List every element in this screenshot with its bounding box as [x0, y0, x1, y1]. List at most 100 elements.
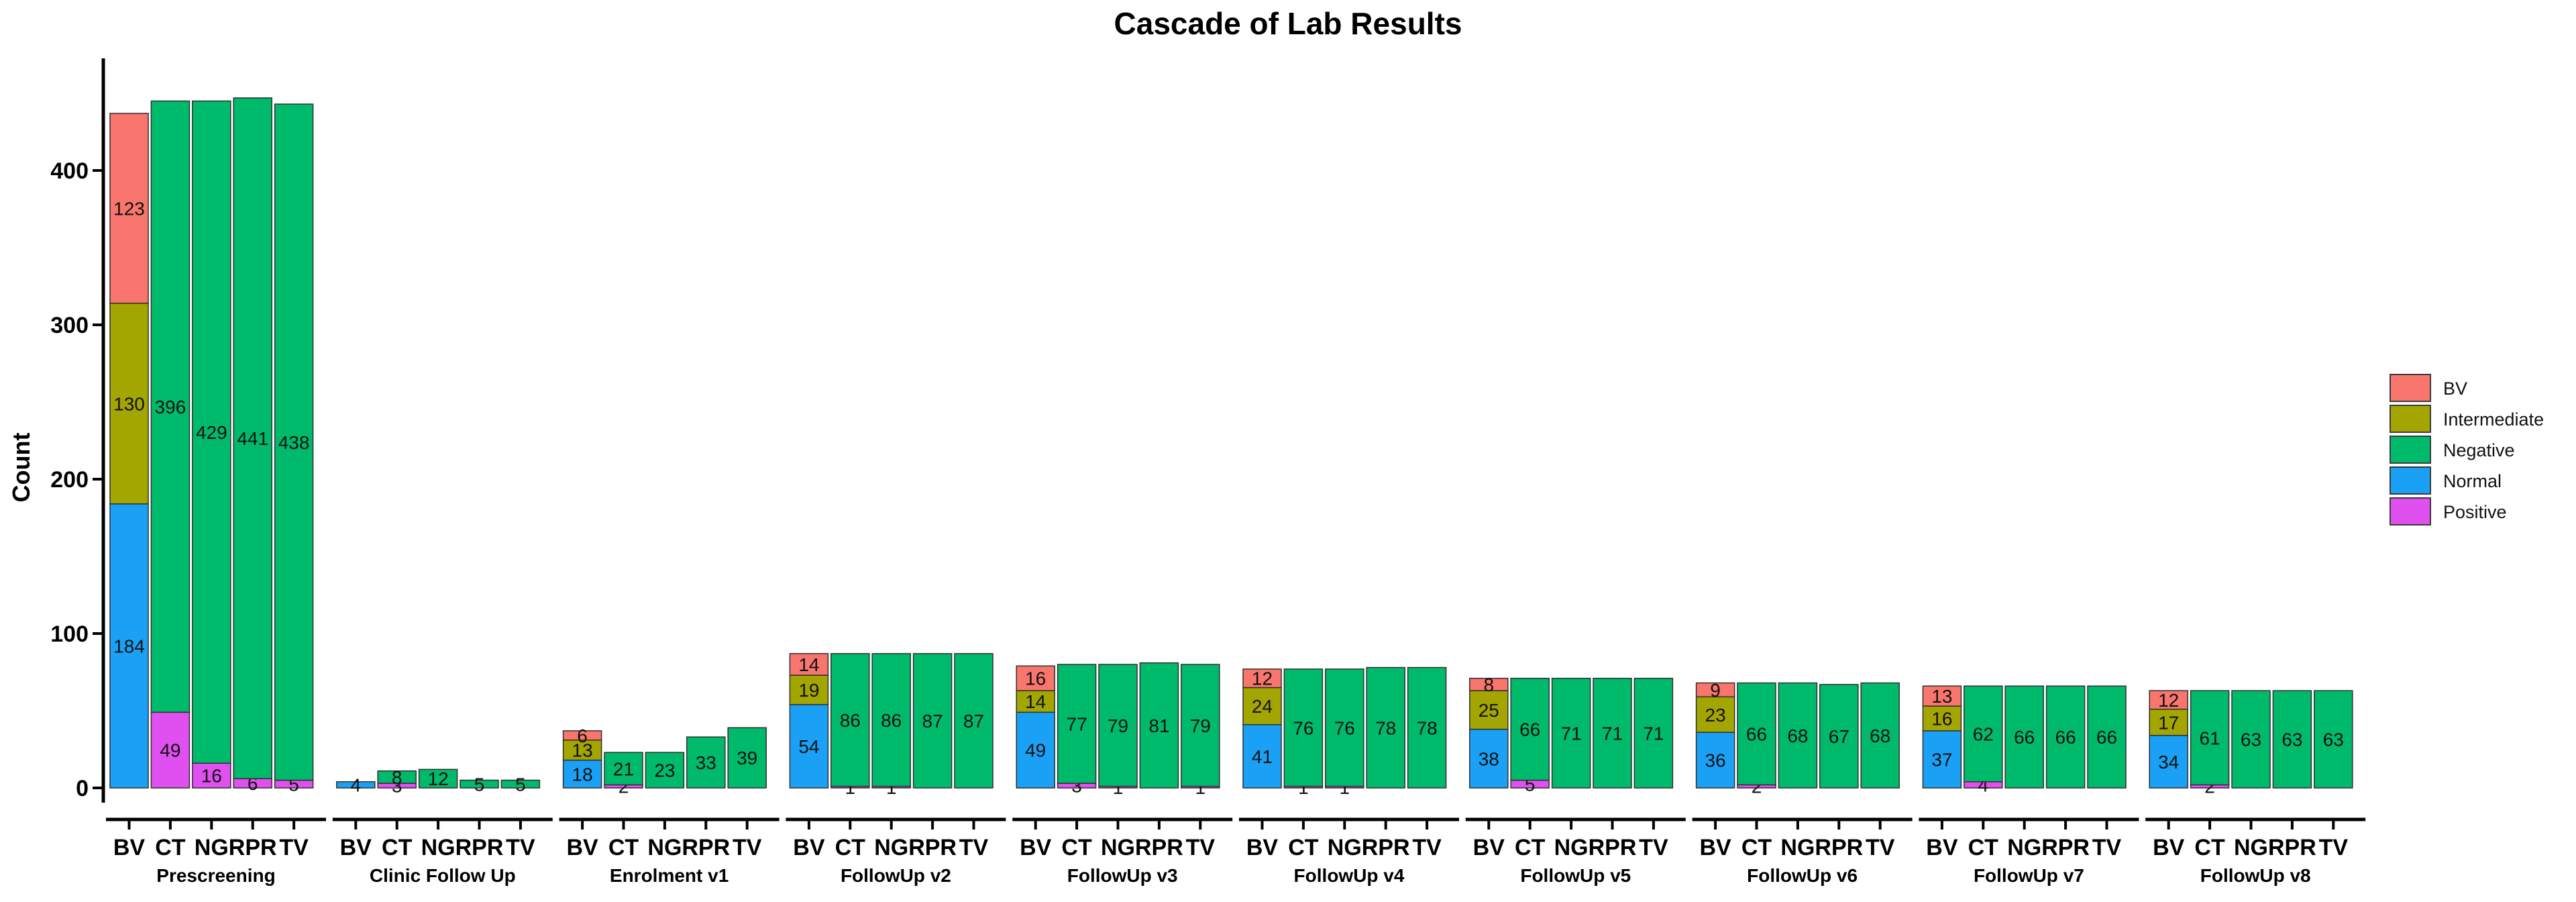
bar-segment-enrolment-v1-bv-bv: [562, 730, 602, 741]
bar-segment-followup-v5-bv-bv: [1469, 677, 1509, 691]
data-label: 21: [613, 758, 634, 779]
data-label: 33: [696, 752, 716, 773]
legend-swatch-positive: [2390, 497, 2431, 525]
legend-swatch-normal: [2390, 466, 2431, 495]
bar-segment-followup-v5-ng-negative: [1551, 677, 1591, 789]
data-label: 68: [1870, 725, 1890, 746]
x-tick-label: CT: [1741, 835, 1772, 860]
bar-segment-enrolment-v1-tv-negative: [727, 727, 767, 789]
data-label: 438: [278, 432, 310, 453]
x-tick-label: BV: [113, 835, 146, 860]
data-label: 62: [1973, 724, 1994, 745]
data-label: 66: [2096, 727, 2117, 748]
data-label: 12: [428, 768, 449, 789]
data-label: 5: [515, 774, 526, 795]
bar-segment-followup-v5-bv-intermediate: [1469, 690, 1509, 730]
bar-segment-followup-v3-bv-intermediate: [1016, 690, 1055, 713]
data-label: 36: [1705, 750, 1726, 771]
data-label: 23: [1705, 705, 1726, 725]
data-label: 66: [1519, 719, 1540, 740]
x-tick-label: RPR: [229, 835, 277, 860]
x-tick-label: CT: [1968, 835, 1999, 860]
x-tick-label: RPR: [455, 835, 504, 860]
bar-segment-clinic-follow-up-rpr-negative: [460, 779, 499, 789]
group-label: Prescreening: [156, 865, 275, 886]
bar-segment-clinic-follow-up-ct-negative: [377, 770, 417, 784]
data-label: 61: [2200, 728, 2220, 748]
bar-segment-followup-v7-ng-negative: [2004, 685, 2044, 789]
x-tick-label: RPR: [1135, 835, 1183, 860]
bar-segment-followup-v8-ct-negative: [2190, 690, 2230, 786]
bar-segment-followup-v6-bv-normal: [1695, 732, 1735, 789]
bar-segment-followup-v2-bv-intermediate: [789, 674, 829, 705]
data-label: 18: [572, 764, 593, 785]
bar-segment-followup-v4-bv-normal: [1242, 723, 1282, 789]
x-tick-label: CT: [2194, 835, 2225, 860]
bar-segment-followup-v6-ct-negative: [1737, 682, 1776, 786]
bar-segment-followup-v2-ng-negative: [871, 653, 911, 787]
y-tick-label: 100: [50, 621, 89, 647]
bar-segment-followup-v2-bv-normal: [789, 704, 829, 789]
bar-segment-prescreening-bv-intermediate: [109, 303, 149, 505]
bar-segment-followup-v7-bv-bv: [1922, 685, 1962, 707]
group-label: FollowUp v2: [841, 865, 951, 886]
data-label: 429: [196, 422, 227, 443]
data-label: 24: [1252, 696, 1273, 717]
data-label: 78: [1375, 717, 1396, 738]
bar-segment-followup-v8-rpr-negative: [2272, 690, 2312, 789]
data-label: 79: [1108, 715, 1128, 736]
data-label: 16: [201, 766, 222, 787]
chart-title: Cascade of Lab Results: [1114, 6, 1462, 41]
x-tick-label: BV: [1926, 835, 1958, 860]
x-tick-label: NG: [1554, 835, 1589, 860]
data-label: 130: [113, 393, 145, 414]
x-tick-label: CT: [155, 835, 186, 860]
bar-segment-enrolment-v1-ng-negative: [645, 752, 685, 789]
legend-label-negative: Negative: [2443, 440, 2515, 460]
data-label: 8: [1484, 674, 1495, 695]
bar-segment-followup-v4-tv-negative: [1407, 666, 1447, 789]
x-tick-label: TV: [506, 835, 535, 860]
x-tick-label: TV: [2319, 835, 2349, 860]
y-axis-title: Count: [7, 433, 35, 503]
data-label: 441: [237, 428, 268, 449]
data-label: 184: [113, 636, 145, 656]
data-label: 78: [1417, 717, 1438, 738]
legend-label-normal: Normal: [2443, 471, 2502, 491]
bar-segment-enrolment-v1-bv-normal: [562, 759, 602, 789]
x-tick-label: NG: [1101, 835, 1135, 860]
bar-segment-followup-v5-bv-normal: [1469, 728, 1509, 789]
data-label: 25: [1479, 700, 1499, 721]
data-label: 19: [798, 680, 819, 701]
bar-segment-enrolment-v1-ct-negative: [604, 752, 643, 786]
bar-segment-followup-v6-ng-negative: [1778, 682, 1818, 789]
group-label: FollowUp v8: [2200, 865, 2311, 886]
data-label: 79: [1190, 715, 1211, 736]
x-tick-label: RPR: [1589, 835, 1637, 860]
bar-segment-clinic-follow-up-ng-negative: [418, 768, 458, 789]
data-label: 71: [1561, 723, 1582, 744]
x-tick-label: BV: [566, 835, 598, 860]
data-label: 14: [1025, 691, 1046, 712]
data-label: 68: [1787, 725, 1808, 746]
x-tick-label: TV: [733, 835, 762, 860]
bar-segment-followup-v5-rpr-negative: [1593, 677, 1632, 789]
bar-segment-followup-v8-bv-bv: [2149, 690, 2188, 710]
x-tick-label: TV: [2092, 835, 2122, 860]
x-tick-label: TV: [1412, 835, 1442, 860]
y-tick-label: 200: [50, 467, 89, 493]
data-label: 41: [1252, 746, 1273, 767]
bar-segment-followup-v6-tv-negative: [1860, 682, 1900, 789]
group-label: FollowUp v5: [1520, 865, 1631, 886]
y-tick-label: 300: [50, 313, 89, 338]
data-label: 16: [1025, 668, 1046, 689]
y-tick-label: 400: [50, 158, 89, 184]
bar-segment-followup-v3-rpr-negative: [1139, 662, 1179, 789]
bar-segment-followup-v8-bv-intermediate: [2149, 708, 2188, 736]
bar-segment-clinic-follow-up-tv-negative: [500, 779, 541, 789]
data-label: 87: [922, 711, 943, 732]
bar-segment-followup-v6-rpr-negative: [1819, 684, 1859, 789]
bar-segment-enrolment-v1-bv-intermediate: [562, 739, 602, 761]
bar-segment-followup-v4-ct-negative: [1283, 668, 1324, 787]
data-label: 54: [798, 736, 819, 757]
